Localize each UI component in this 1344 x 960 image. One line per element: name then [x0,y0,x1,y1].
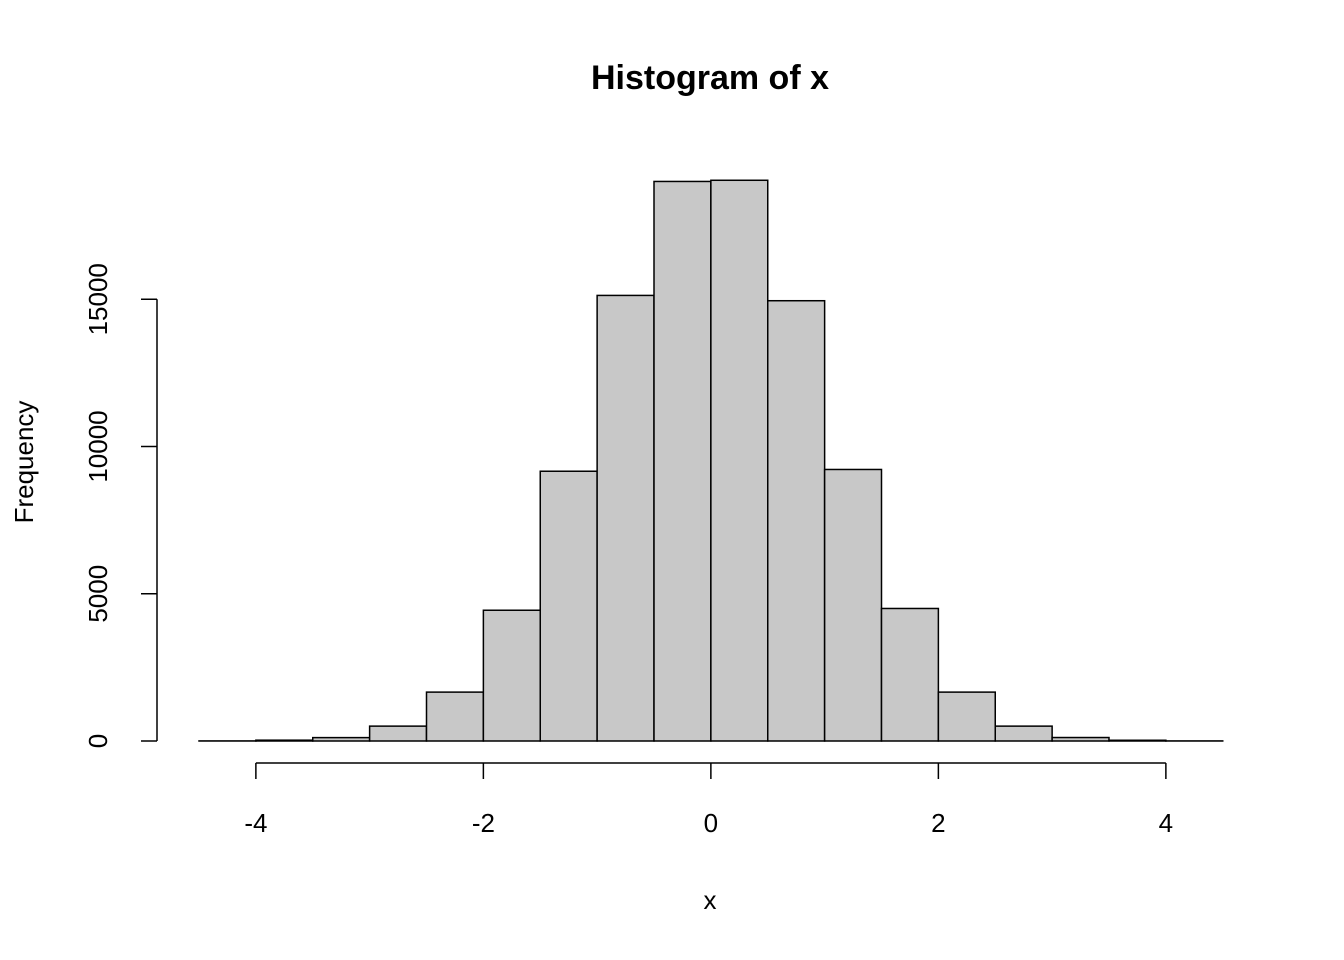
bar [539,470,598,742]
bar [1108,739,1167,742]
x-tick-label: -4 [244,808,267,838]
y-tick-label: 15000 [83,263,113,335]
x-tick-label: -2 [472,808,495,838]
bar [880,607,940,742]
bar [823,468,883,742]
x-tick-label: 2 [931,808,945,838]
y-tick-label: 10000 [83,410,113,482]
bar [368,725,428,742]
bar [1051,736,1110,742]
bar [653,180,712,742]
bar [312,736,371,742]
bar [994,725,1053,742]
x-axis-label: x [704,885,717,915]
bar [596,294,655,742]
y-tick-label: 5000 [83,565,113,623]
bar [767,299,826,742]
bar [255,739,314,742]
x-tick-label: 0 [704,808,718,838]
x-tick-label: 4 [1159,808,1173,838]
bar [710,179,769,742]
chart-title: Histogram of x [591,59,829,97]
y-axis-label: Frequency [9,401,39,524]
bar [425,691,485,742]
bar [937,691,996,742]
bar [482,609,541,742]
y-tick-label: 0 [83,734,113,748]
